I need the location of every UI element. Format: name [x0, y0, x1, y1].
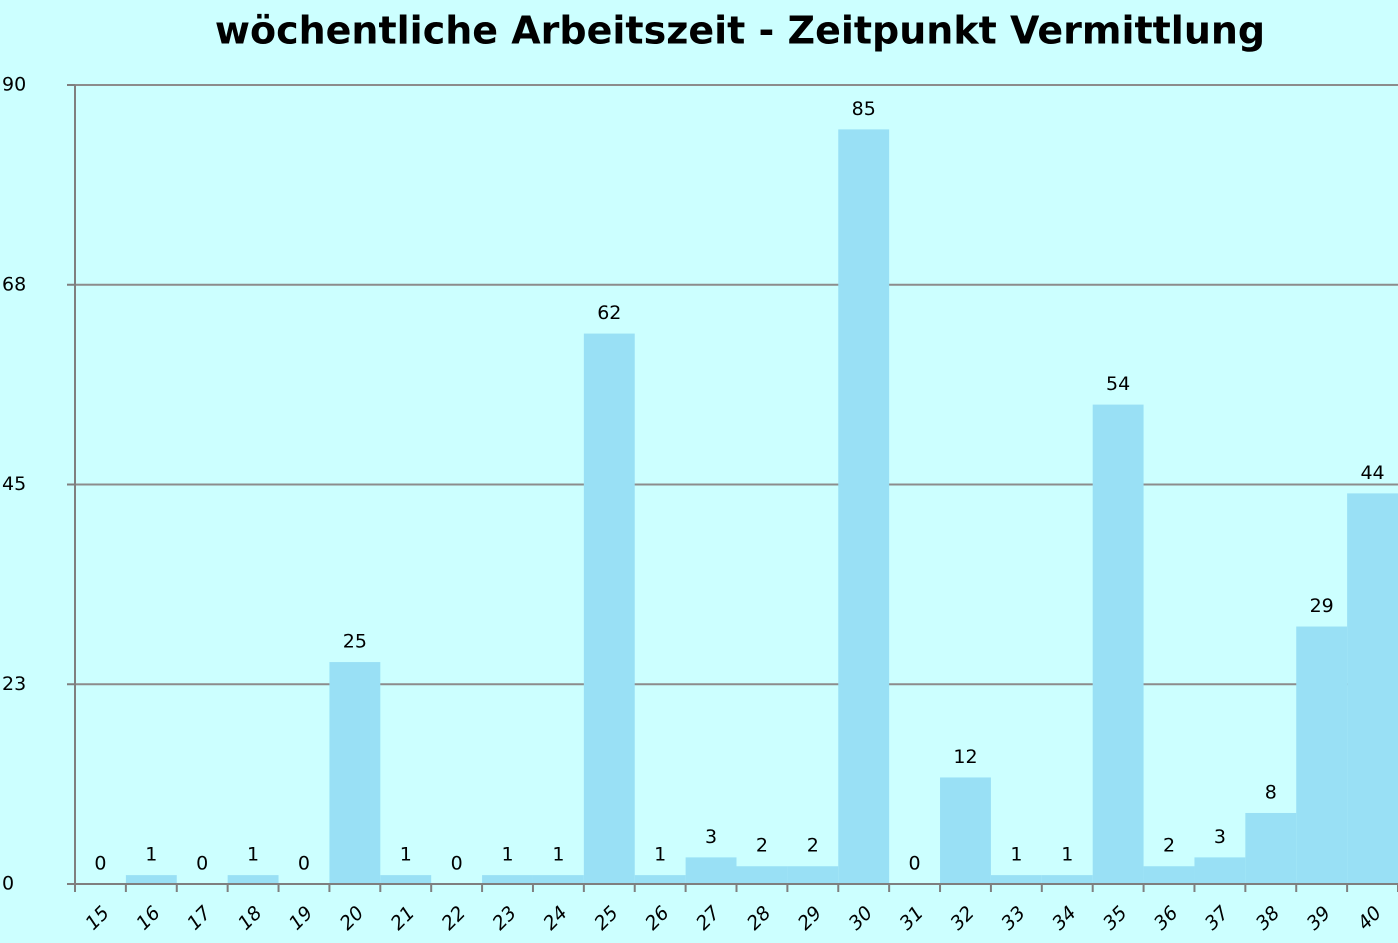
data-label: 8	[1265, 781, 1277, 803]
bar	[227, 875, 279, 884]
bar	[532, 875, 584, 884]
bar	[990, 875, 1042, 884]
data-label: 2	[1163, 835, 1175, 857]
data-label: 0	[909, 853, 921, 875]
bar	[736, 866, 788, 884]
data-label: 1	[501, 844, 513, 866]
bar	[1194, 857, 1246, 884]
data-label: 44	[1360, 462, 1384, 484]
bar	[583, 333, 635, 885]
data-label: 1	[247, 844, 259, 866]
bar	[1092, 404, 1144, 884]
data-label: 62	[597, 302, 621, 324]
data-label: 29	[1310, 595, 1334, 617]
data-label: 12	[953, 746, 977, 768]
y-tick-label: 0	[2, 873, 14, 895]
bar	[634, 875, 686, 884]
bar	[1245, 812, 1297, 884]
chart-title: wöchentliche Arbeitszeit - Zeitpunkt Ver…	[215, 9, 1265, 53]
data-label: 1	[1061, 844, 1073, 866]
data-label: 54	[1106, 373, 1130, 395]
data-label: 1	[654, 844, 666, 866]
data-label: 0	[298, 853, 310, 875]
data-label: 1	[1010, 844, 1022, 866]
y-tick-label: 68	[2, 273, 26, 295]
data-label: 2	[756, 835, 768, 857]
y-tick-label: 23	[2, 673, 26, 695]
y-tick-label: 45	[2, 473, 26, 495]
bar	[380, 875, 432, 884]
data-label: 0	[196, 853, 208, 875]
bar	[1347, 493, 1398, 884]
data-label: 2	[807, 835, 819, 857]
data-label: 25	[343, 631, 367, 653]
bar	[482, 875, 533, 884]
data-label: 85	[852, 98, 876, 120]
data-label: 0	[451, 853, 463, 875]
y-tick-label: 90	[2, 74, 26, 96]
bar	[1041, 875, 1093, 884]
data-label: 3	[1214, 826, 1226, 848]
bar	[1143, 866, 1195, 884]
bar	[685, 857, 737, 884]
bar	[940, 777, 991, 884]
bar	[838, 129, 890, 884]
data-label: 0	[94, 853, 106, 875]
bar	[329, 662, 381, 884]
bar	[1296, 626, 1348, 884]
data-label: 3	[705, 826, 717, 848]
data-label: 1	[145, 844, 157, 866]
data-label: 1	[400, 844, 412, 866]
bar	[787, 866, 839, 884]
data-label: 1	[552, 844, 564, 866]
bar	[125, 875, 177, 884]
